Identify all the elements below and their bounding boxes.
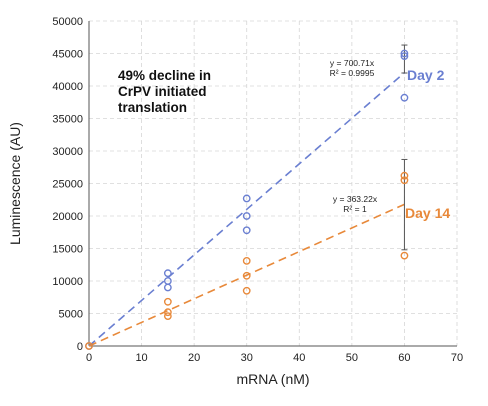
y-axis-title: Luminescence (AU) — [7, 122, 23, 245]
data-point-day-14 — [242, 271, 251, 280]
data-point-day-14 — [163, 308, 172, 317]
y-tick-label: 5000 — [59, 309, 83, 321]
y-tick-label: 35000 — [52, 114, 83, 126]
data-point-day-14 — [400, 251, 409, 260]
trendline-day-14 — [88, 203, 405, 347]
x-tick-label: 0 — [86, 352, 92, 364]
data-point-day-2 — [242, 226, 251, 235]
series-label-day-14: Day 14 — [405, 205, 450, 221]
x-tick-label: 70 — [451, 352, 463, 364]
y-tick-label: 50000 — [52, 16, 83, 28]
trendline-r2-day-14: R² = 1 — [343, 204, 367, 214]
x-tick-label: 50 — [346, 352, 358, 364]
y-tick-label: 10000 — [52, 276, 83, 288]
trendline-equation-day-14: y = 363.22x — [333, 194, 378, 204]
data-point-day-2 — [400, 93, 409, 102]
data-point-day-14 — [242, 256, 251, 265]
data-point-day-2 — [242, 212, 251, 220]
data-point-day-14 — [163, 312, 172, 320]
trendline-r2-day-2: R² = 0.9995 — [330, 68, 375, 78]
trendline-day-2 — [88, 72, 405, 347]
x-tick-label: 30 — [241, 352, 253, 364]
data-point-day-2 — [242, 194, 251, 203]
data-point-day-14 — [242, 286, 251, 295]
annotation-line: translation — [118, 100, 187, 115]
y-tick-label: 30000 — [52, 146, 83, 158]
annotation-line: 49% decline in — [118, 68, 211, 83]
y-tick-label: 0 — [77, 341, 83, 353]
data-point-day-2 — [163, 269, 172, 278]
y-tick-label: 40000 — [52, 81, 83, 93]
x-tick-label: 20 — [188, 352, 200, 364]
annotation-line: CrPV initiated — [118, 84, 207, 99]
data-point-day-14 — [163, 297, 172, 306]
data-points — [85, 49, 409, 350]
data-point-day-14 — [400, 171, 409, 180]
y-tick-label: 15000 — [52, 244, 83, 256]
y-tick-label: 20000 — [52, 211, 83, 223]
data-point-day-2 — [400, 49, 409, 58]
y-tick-label: 25000 — [52, 179, 83, 191]
data-point-day-14 — [85, 342, 93, 350]
data-point-day-2 — [163, 283, 172, 292]
y-tick-label: 45000 — [52, 49, 83, 61]
x-tick-label: 10 — [135, 352, 147, 364]
x-tick-label: 60 — [398, 352, 410, 364]
trendlines — [88, 72, 405, 347]
x-axis-title: mRNA (nM) — [236, 371, 309, 387]
data-point-day-2 — [400, 52, 409, 60]
trendline-equation-day-2: y = 700.71x — [330, 58, 375, 68]
x-tick-label: 40 — [293, 352, 305, 364]
data-point-day-14 — [400, 176, 409, 185]
axes: 0 5000 10000 15000 20000 25000 30000 35000 40000… — [7, 16, 463, 387]
series-label-day-2: Day 2 — [407, 67, 445, 83]
